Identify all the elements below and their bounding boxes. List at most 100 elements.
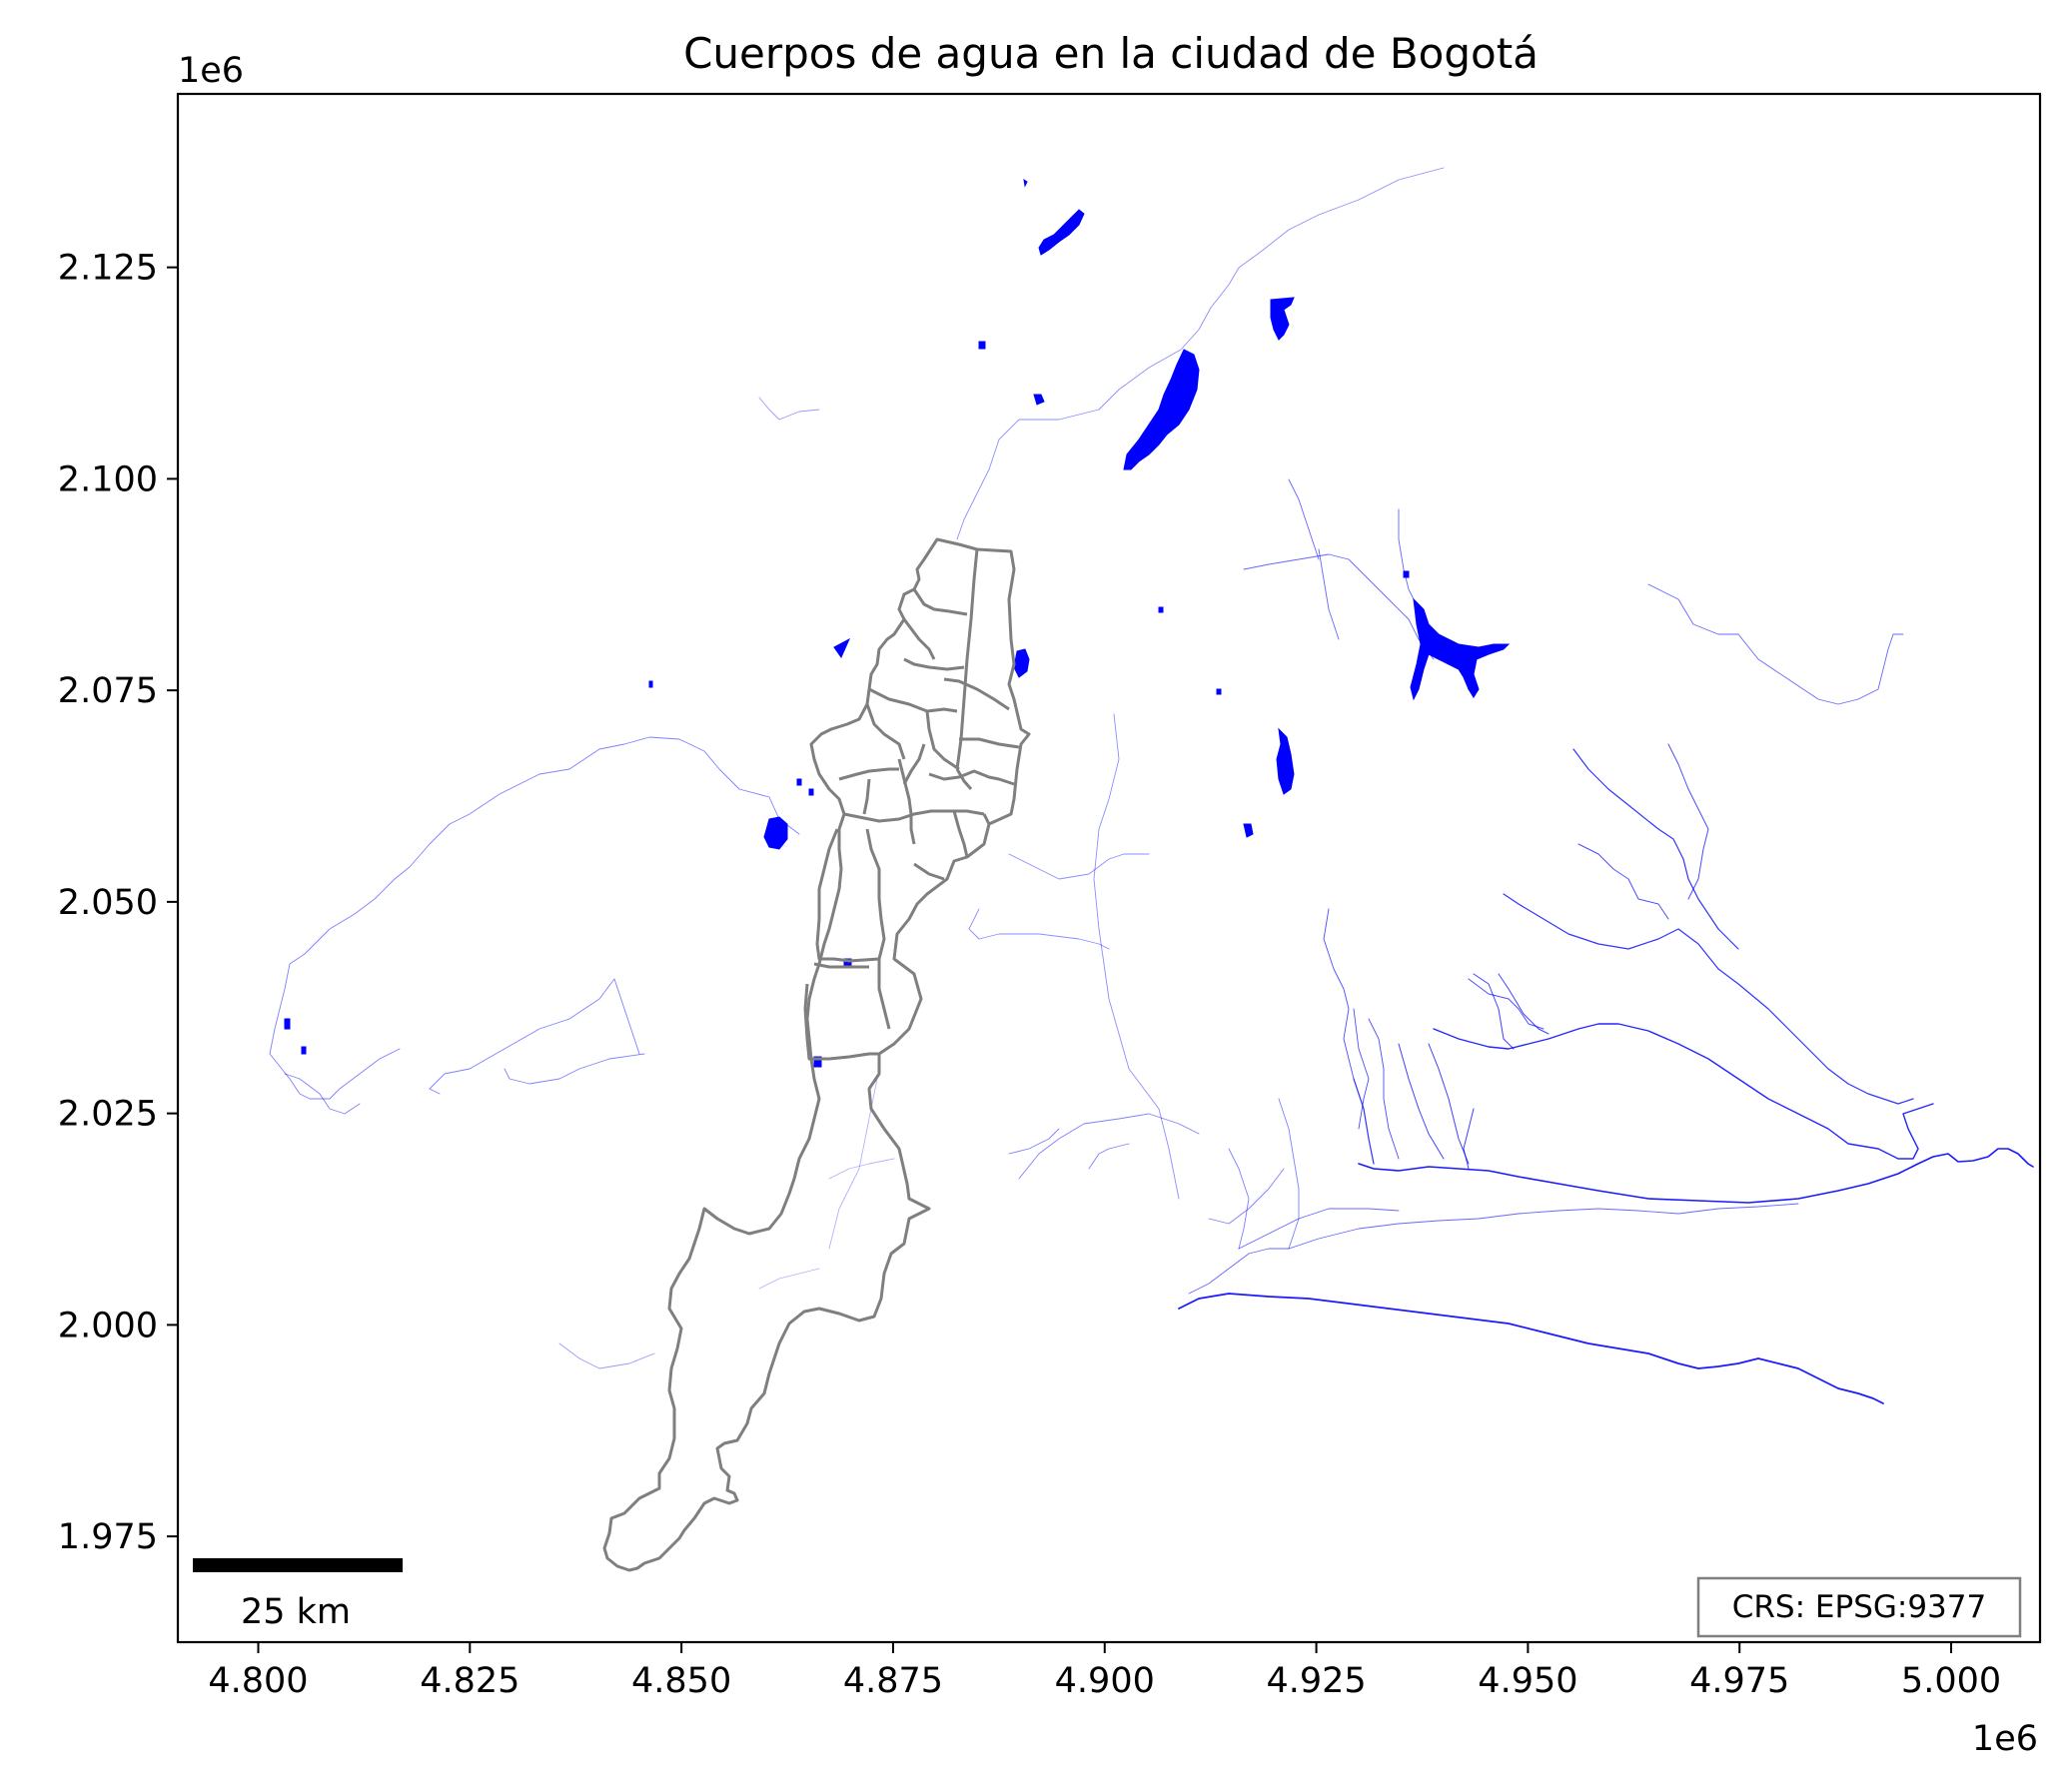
x-tick-label: 4.950 [1478,1661,1577,1701]
river-central-north [1323,908,1355,1080]
scale-bar-line [193,1558,403,1572]
river-central-6 [1088,1143,1130,1170]
district-line-21 [862,778,871,815]
district-line-2 [868,687,958,713]
district-line-14 [952,810,969,858]
axes-frame [176,92,2042,1644]
pond-1 [1243,823,1254,838]
river-sw [429,978,640,1095]
pond-13 [1403,570,1410,578]
river-east-5 [1577,843,1669,920]
pond-5 [648,680,653,688]
crs-box-frame [1696,1576,2022,1638]
x-axis: 4.800 4.825 4.850 4.875 4.900 4.925 4.950 4.975… [208,1642,2001,1701]
x-tick-label: 4.900 [1055,1661,1155,1701]
lake-west [763,816,788,850]
river-center-2 [1228,1148,1250,1250]
river-center-3 [1208,1168,1285,1225]
pond-3 [1033,394,1045,406]
x-tick-label: 4.975 [1689,1661,1789,1701]
district-line-5 [865,703,906,760]
river-central-1 [1093,713,1180,1200]
river-east-tributary-2 [1398,1043,1445,1160]
y-tick-label: 2.075 [58,671,158,711]
river-city-1 [828,1068,880,1250]
district-line-23 [955,768,973,790]
reservoir-tomine [1123,349,1200,470]
y-axis-offset-label: 1e6 [178,51,244,91]
river-southeast-3 [1238,1208,1400,1250]
district-line-3 [903,657,965,671]
x-axis-offset-label: 1e6 [1972,1719,2038,1759]
river-center-bigline [1278,1098,1300,1250]
x-tick-label: 5.000 [1901,1661,2001,1701]
reservoir-sisga [1270,297,1295,341]
river-east-tributary-5 [1368,1018,1400,1160]
river-east-tributary-1 [1353,1078,1375,1165]
river-central-2 [1008,853,1150,880]
district-line-12 [928,769,1015,786]
y-tick-label: 2.100 [58,459,158,499]
pond-15 [808,788,814,796]
river-east-tributary-4 [1463,1108,1475,1170]
river-east-4 [1572,748,1739,950]
river-east-10 [1498,973,1550,1035]
crs-label: CRS: EPSG:9377 [1732,1589,1986,1625]
bogota-outer-boundary [602,537,1031,1572]
pond-8 [833,637,851,659]
river-east-6 [1667,743,1709,900]
x-tick-label: 4.825 [420,1661,519,1701]
district-line-22 [912,588,968,616]
y-tick-label: 2.000 [58,1306,158,1345]
y-tick-label: 1.975 [58,1517,158,1557]
river-east-3 [1503,893,1914,1105]
pond-11 [1158,606,1164,613]
river-northeast-4 [1318,548,1340,640]
river-central-4 [1018,1113,1200,1180]
river-south-1 [558,1343,655,1369]
lakes-layer [284,178,1511,1068]
river-central-3 [968,908,1110,950]
river-southeast-4 [1188,1248,1290,1295]
lake-north-city [1013,648,1030,678]
river-east-8 [1468,978,1545,1030]
river-sw-2 [504,1053,645,1085]
y-tick-label: 2.050 [58,883,158,923]
reservoir-neusa [1038,209,1085,256]
district-line-17 [815,828,880,963]
district-line-6 [925,710,960,771]
pond-2 [1023,178,1028,188]
river-northeast-2 [1398,508,1420,610]
river-city-2 [758,1268,820,1290]
x-tick-label: 4.875 [843,1661,943,1701]
district-line-15 [982,813,991,825]
district-line-13 [897,758,916,845]
river-southeast-2 [1288,1203,1799,1250]
y-axis: 1.975 2.000 2.025 2.050 2.075 2.100 2.125 [58,249,178,1557]
pond-6 [284,1018,291,1030]
x-tick-label: 4.800 [208,1661,308,1701]
district-line-11 [838,767,899,781]
district-boundaries-layer [602,537,1031,1572]
x-tick-label: 4.925 [1266,1661,1366,1701]
y-tick-label: 2.025 [58,1095,158,1135]
map-title: Cuerpos de agua en la ciudad de Bogotá [683,29,1539,78]
rivers-layer [269,167,2034,1404]
river-west-branch [284,1073,361,1115]
pond-7 [301,1046,307,1055]
pond-12 [1216,688,1222,695]
river-east-tributary-3 [1428,1043,1470,1165]
river-east-2 [1433,1023,1934,1160]
river-city-3 [828,1158,895,1180]
reservoir-chuza [1410,597,1511,701]
river-southeast [1178,1293,1884,1404]
river-west [269,736,800,1100]
district-line-4 [902,618,936,660]
river-east-9 [1473,973,1515,1050]
district-line-9 [902,743,926,785]
river-northeast-3 [1288,478,1320,560]
y-tick-label: 2.125 [58,249,158,289]
district-line-20 [913,862,945,881]
district-line-18 [813,962,869,969]
